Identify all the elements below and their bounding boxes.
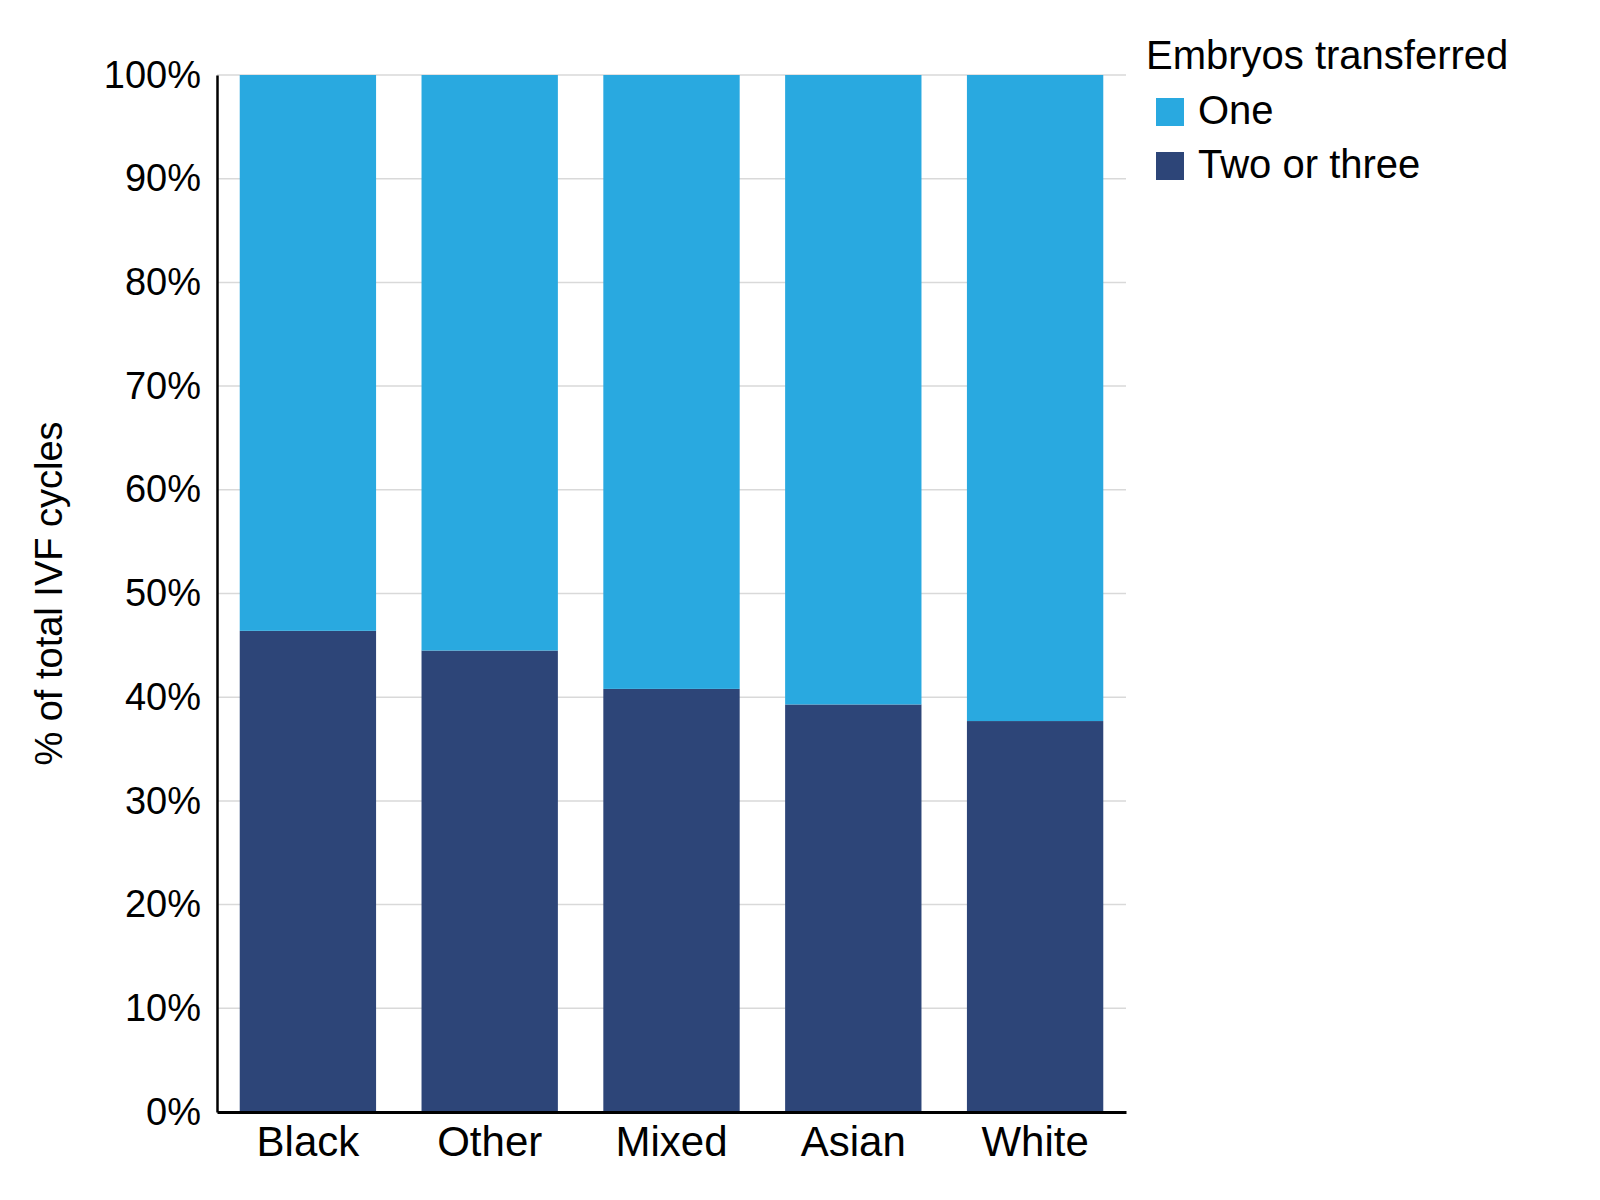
- y-tick: 100%: [104, 54, 217, 96]
- x-axis: Black Other Mixed Asian White: [218, 1112, 1127, 1165]
- legend-swatch: [1156, 152, 1184, 180]
- y-tick-label: 0%: [146, 1091, 201, 1133]
- legend-swatch: [1156, 98, 1184, 126]
- x-tick: Mixed: [615, 1112, 727, 1165]
- bar: [603, 75, 739, 689]
- legend: Embryos transferred One Two or three: [1146, 33, 1508, 186]
- x-tick: Other: [437, 1112, 542, 1165]
- y-tick: 50%: [125, 572, 217, 614]
- y-axis-line: [216, 76, 219, 1113]
- x-tick-label: Mixed: [615, 1118, 727, 1165]
- y-tick-label: 10%: [125, 987, 201, 1029]
- y-tick-label: 30%: [125, 780, 201, 822]
- bar: [967, 75, 1103, 721]
- y-tick-label: 90%: [125, 157, 201, 199]
- x-tick: Asian: [801, 1112, 906, 1165]
- x-tick-label: Black: [257, 1118, 361, 1165]
- y-tick: 40%: [125, 676, 217, 718]
- bar: [967, 721, 1103, 1112]
- x-axis-line: [218, 1111, 1127, 1114]
- grid-line: [217, 1111, 1126, 1113]
- bar: [240, 75, 376, 631]
- y-tick-label: 20%: [125, 883, 201, 925]
- legend-label: Two or three: [1198, 142, 1420, 186]
- bar: [240, 631, 376, 1112]
- legend-label: One: [1198, 88, 1274, 132]
- x-tick: White: [981, 1112, 1088, 1165]
- x-tick-label: Asian: [801, 1118, 906, 1165]
- chart: 0% 10% 20% 30% 40% 50% 60% 70% 80% 90% 100% Black Ot…: [0, 0, 1600, 1200]
- y-tick-label: 40%: [125, 676, 201, 718]
- y-tick: 80%: [125, 261, 217, 303]
- y-axis: 0% 10% 20% 30% 40% 50% 60% 70% 80% 90% 100%: [104, 54, 218, 1133]
- y-tick: 90%: [125, 157, 217, 199]
- y-tick-label: 100%: [104, 54, 201, 96]
- x-tick-label: White: [981, 1118, 1088, 1165]
- bar: [422, 651, 558, 1112]
- x-tick-label: Other: [437, 1118, 542, 1165]
- y-tick: 10%: [125, 987, 217, 1029]
- bar: [603, 689, 739, 1112]
- y-axis-title: % of total IVF cycles: [28, 421, 70, 765]
- legend-title: Embryos transferred: [1146, 33, 1508, 77]
- bar: [785, 704, 921, 1112]
- y-tick: 0%: [146, 1091, 217, 1133]
- y-tick: 30%: [125, 780, 217, 822]
- grid: [217, 75, 1126, 1112]
- y-tick-label: 50%: [125, 572, 201, 614]
- y-tick-label: 70%: [125, 365, 201, 407]
- x-tick: Black: [257, 1112, 361, 1165]
- bar: [422, 75, 558, 651]
- y-tick-label: 60%: [125, 468, 201, 510]
- y-tick: 60%: [125, 468, 217, 510]
- y-tick: 70%: [125, 365, 217, 407]
- bar: [785, 75, 921, 704]
- y-tick-label: 80%: [125, 261, 201, 303]
- y-tick: 20%: [125, 883, 217, 925]
- bars: [240, 75, 1104, 1112]
